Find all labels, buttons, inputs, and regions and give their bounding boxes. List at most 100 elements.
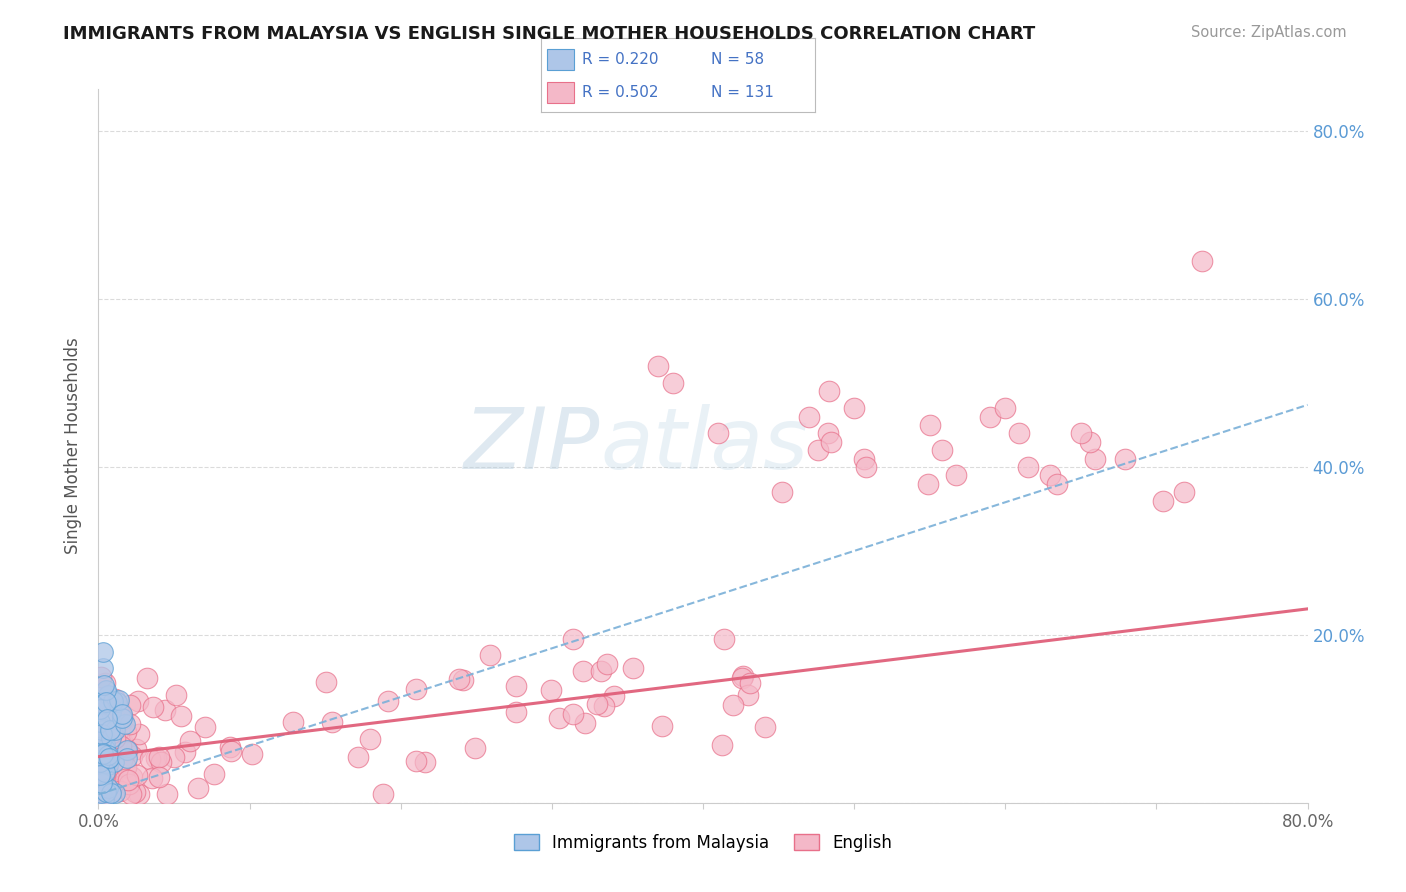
Point: [93, 746, 115, 760]
Point: [713, 632, 735, 646]
Point: [931, 443, 953, 458]
Point: [219, 744, 242, 758]
Point: [711, 739, 734, 753]
Point: [1191, 254, 1213, 268]
Point: [93, 729, 115, 743]
Point: [94, 756, 117, 770]
Point: [97, 747, 120, 762]
Point: [945, 468, 967, 483]
Point: [90, 742, 112, 756]
Point: [1152, 493, 1174, 508]
Point: [505, 705, 527, 719]
Point: [1046, 476, 1069, 491]
Point: [89, 756, 111, 770]
Point: [111, 753, 134, 767]
Point: [346, 750, 368, 764]
Point: [111, 712, 134, 726]
Point: [89, 764, 111, 778]
Point: [96, 689, 118, 703]
Point: [96, 772, 118, 787]
Point: [107, 776, 129, 790]
Point: [91, 776, 114, 790]
Point: [118, 698, 141, 713]
Point: [360, 732, 382, 747]
Point: [478, 648, 501, 662]
Point: [148, 770, 170, 784]
Point: [1114, 451, 1136, 466]
Text: N = 58: N = 58: [711, 52, 765, 67]
Point: [114, 760, 136, 774]
Point: [90, 782, 112, 797]
Point: [121, 749, 143, 764]
Point: [94, 741, 117, 756]
Point: [219, 739, 242, 754]
Point: [90, 695, 112, 709]
Point: [647, 359, 669, 374]
Point: [139, 752, 162, 766]
Point: [464, 741, 486, 756]
Point: [97, 780, 120, 795]
Point: [96, 750, 118, 764]
Point: [104, 723, 127, 737]
Bar: [547, 49, 574, 70]
Point: [121, 770, 143, 784]
Point: [100, 726, 122, 740]
Point: [91, 770, 114, 784]
Point: [93, 767, 115, 781]
Point: [100, 706, 122, 720]
Point: [91, 697, 114, 711]
Point: [97, 757, 120, 772]
Point: [91, 748, 114, 763]
Point: [853, 451, 876, 466]
Point: [114, 716, 136, 731]
Point: [1017, 460, 1039, 475]
Point: [103, 755, 125, 769]
Point: [104, 691, 127, 706]
Point: [128, 727, 150, 741]
Point: [108, 784, 131, 798]
Point: [111, 708, 134, 723]
Point: [107, 700, 129, 714]
Point: [91, 775, 114, 789]
Point: [447, 673, 470, 687]
Point: [844, 401, 866, 416]
Point: [145, 751, 167, 765]
Point: [124, 785, 146, 799]
Point: [89, 768, 111, 782]
Point: [89, 715, 111, 730]
Point: [115, 743, 138, 757]
Point: [111, 706, 134, 721]
Point: [738, 676, 761, 690]
Point: [731, 671, 754, 685]
Text: R = 0.502: R = 0.502: [582, 85, 659, 100]
Point: [103, 704, 125, 718]
Point: [120, 716, 142, 731]
Point: [1008, 426, 1031, 441]
Point: [118, 776, 141, 790]
Point: [120, 788, 142, 802]
Point: [155, 703, 177, 717]
Point: [91, 747, 114, 762]
Point: [405, 755, 427, 769]
Point: [1084, 451, 1107, 466]
Point: [651, 719, 673, 733]
Point: [94, 683, 117, 698]
Point: [94, 785, 117, 799]
Point: [94, 765, 117, 780]
Point: [1039, 468, 1062, 483]
Text: IMMIGRANTS FROM MALAYSIA VS ENGLISH SINGLE MOTHER HOUSEHOLDS CORRELATION CHART: IMMIGRANTS FROM MALAYSIA VS ENGLISH SING…: [63, 25, 1036, 43]
Point: [90, 731, 112, 746]
Point: [855, 460, 877, 475]
Point: [89, 702, 111, 716]
Point: [585, 698, 607, 712]
Point: [540, 683, 562, 698]
Point: [377, 694, 399, 708]
Point: [621, 661, 644, 675]
Point: [97, 751, 120, 765]
Point: [202, 767, 225, 781]
Point: [128, 788, 150, 802]
Point: [561, 707, 583, 722]
Point: [142, 700, 165, 714]
Point: [98, 723, 121, 737]
Point: [90, 734, 112, 748]
